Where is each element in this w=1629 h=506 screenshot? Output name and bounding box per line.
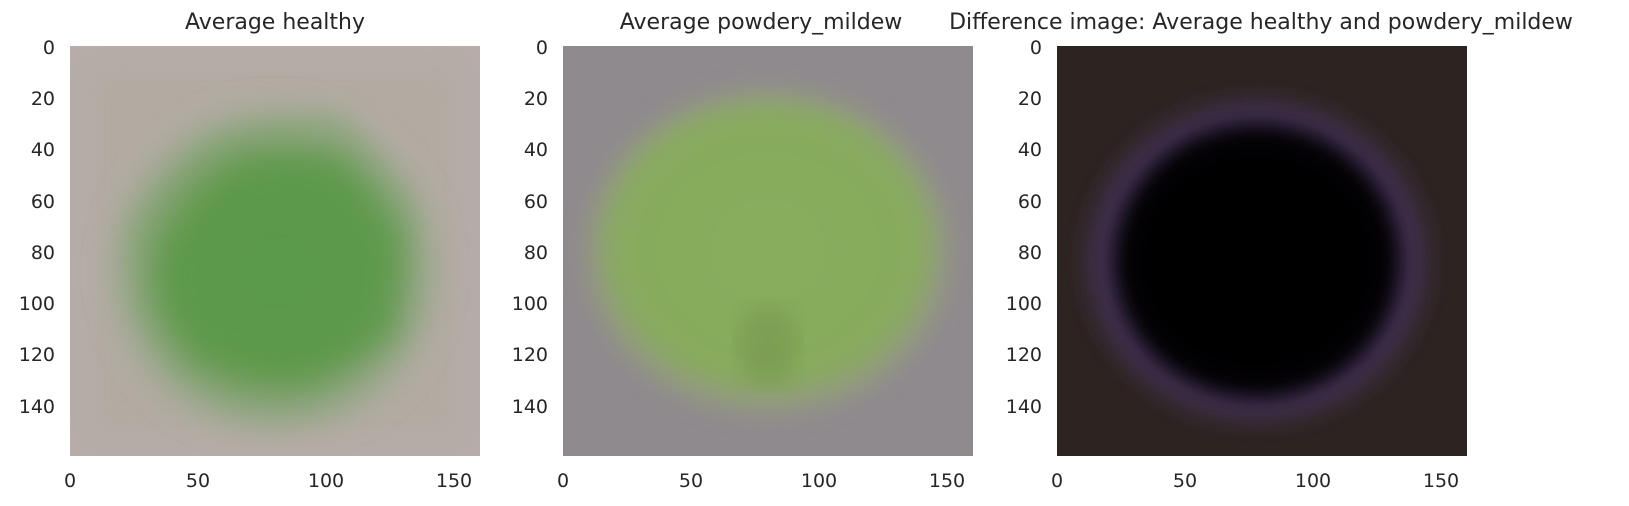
x-tick-label: 100 <box>800 470 838 492</box>
x-tick-label: 0 <box>556 470 570 492</box>
y-tick-label: 60 <box>30 191 55 213</box>
x-tick-label: 150 <box>1422 470 1460 492</box>
y-tick-label: 120 <box>511 344 548 366</box>
y-tick-label: 20 <box>523 88 548 110</box>
y-tick-label: 140 <box>18 396 55 418</box>
image-plot <box>1057 46 1467 456</box>
panel-title: Average healthy <box>185 10 365 35</box>
y-tick-label: 60 <box>1017 191 1042 213</box>
y-tick-label: 100 <box>511 293 548 315</box>
x-tick-label: 50 <box>678 470 704 492</box>
x-tick-label: 150 <box>435 470 473 492</box>
panel-title: Difference image: Average healthy and po… <box>949 10 1573 35</box>
panel-title: Average powdery_mildew <box>619 10 903 35</box>
x-tick-label: 50 <box>185 470 211 492</box>
x-tick-label: 150 <box>928 470 966 492</box>
image-plot <box>563 46 973 456</box>
y-tick-label: 100 <box>18 293 55 315</box>
y-tick-label: 140 <box>511 396 548 418</box>
y-tick-label: 60 <box>523 191 548 213</box>
x-tick-label: 50 <box>1172 470 1198 492</box>
y-tick-label: 40 <box>30 139 55 161</box>
average-healthy-image <box>70 46 480 456</box>
difference-image <box>1057 46 1467 456</box>
y-tick-label: 80 <box>1017 242 1042 264</box>
y-tick-label: 40 <box>1017 139 1042 161</box>
y-tick-label: 140 <box>1005 396 1042 418</box>
y-tick-label: 40 <box>523 139 548 161</box>
y-tick-label: 0 <box>1029 37 1042 59</box>
y-tick-label: 80 <box>30 242 55 264</box>
y-tick-label: 20 <box>1017 88 1042 110</box>
y-tick-label: 20 <box>30 88 55 110</box>
y-tick-label: 80 <box>523 242 548 264</box>
y-tick-label: 0 <box>535 37 548 59</box>
x-tick-label: 0 <box>63 470 77 492</box>
x-tick-label: 100 <box>307 470 345 492</box>
y-tick-label: 100 <box>1005 293 1042 315</box>
x-tick-label: 0 <box>1050 470 1064 492</box>
y-tick-label: 120 <box>18 344 55 366</box>
x-tick-label: 100 <box>1294 470 1332 492</box>
average-powdery-mildew-image <box>563 46 973 456</box>
y-tick-label: 0 <box>42 37 55 59</box>
image-plot <box>70 46 480 456</box>
y-tick-label: 120 <box>1005 344 1042 366</box>
